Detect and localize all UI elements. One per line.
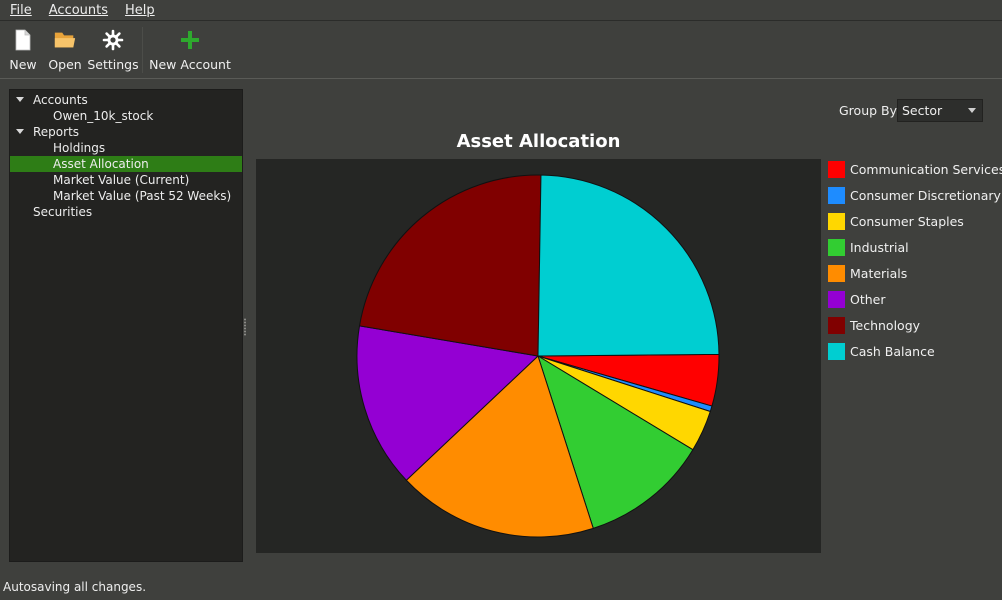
menu-file[interactable]: File: [10, 2, 32, 18]
tree-item-holdings[interactable]: Holdings: [53, 141, 106, 155]
settings-button[interactable]: Settings: [87, 22, 139, 79]
group-by-select[interactable]: Sector: [897, 99, 983, 122]
tree-item-market-value-current[interactable]: Market Value (Current): [53, 173, 190, 187]
group-by-label: Group By:: [839, 103, 901, 118]
legend-item: Technology: [828, 317, 998, 335]
legend-item: Materials: [828, 265, 998, 283]
pie-chart: [356, 174, 720, 538]
legend-item: Cash Balance: [828, 343, 998, 361]
legend-swatch: [828, 187, 845, 204]
menu-help[interactable]: Help: [125, 2, 155, 18]
gear-icon: [101, 28, 125, 52]
tree-item-reports[interactable]: Reports: [10, 124, 242, 140]
open-button[interactable]: Open: [48, 22, 82, 79]
chart-title: Asset Allocation: [456, 131, 621, 152]
legend-swatch: [828, 291, 845, 308]
new-account-button[interactable]: New Account: [149, 22, 231, 79]
tree-item-asset-allocation[interactable]: Asset Allocation: [10, 156, 242, 172]
pie-slice-other: [356, 325, 540, 481]
legend-label: Materials: [850, 266, 908, 281]
legend-item: Industrial: [828, 239, 998, 257]
toolbar: New Open Settings: [0, 22, 1002, 79]
legend-item: Consumer Discretionary: [828, 187, 1001, 205]
pie-slice-industrial: [537, 354, 694, 529]
legend-swatch: [828, 161, 845, 178]
legend-swatch: [828, 213, 845, 230]
status-bar-text: Autosaving all changes.: [3, 580, 147, 594]
tree-item-account[interactable]: Owen_10k_stock: [53, 109, 154, 123]
legend-item: Communication Services: [828, 161, 1002, 179]
toolbar-separator: [142, 27, 143, 73]
legend-label: Technology: [850, 318, 921, 333]
menu-accounts[interactable]: Accounts: [48, 2, 109, 18]
legend-label: Cash Balance: [850, 344, 935, 359]
menubar: File Accounts Help: [0, 0, 1002, 21]
tree-item-securities[interactable]: Securities: [33, 205, 93, 219]
expand-arrow-icon[interactable]: [16, 97, 24, 102]
pie-slice-cash-balance: [537, 174, 720, 357]
legend-label: Other: [850, 292, 886, 307]
new-file-icon: [11, 28, 35, 52]
panel-splitter-handle[interactable]: [244, 318, 246, 336]
legend-label: Consumer Discretionary: [850, 188, 1001, 203]
chart-area: [256, 159, 821, 553]
expand-arrow-icon[interactable]: [16, 129, 24, 134]
legend-item: Consumer Staples: [828, 213, 998, 231]
plus-icon: [178, 28, 202, 52]
legend-label: Industrial: [850, 240, 909, 255]
folder-icon: [53, 28, 77, 52]
dropdown-caret-icon: [968, 108, 976, 113]
navigation-tree: Accounts Owen_10k_stock Reports Holdings…: [9, 89, 243, 562]
legend-label: Communication Services: [850, 162, 1002, 177]
legend-swatch: [828, 265, 845, 282]
legend-swatch: [828, 239, 845, 256]
tree-item-accounts[interactable]: Accounts: [10, 92, 242, 108]
new-button[interactable]: New: [8, 22, 38, 79]
legend-swatch: [828, 317, 845, 334]
pie-slice-technology: [358, 174, 542, 357]
tree-item-market-value-52[interactable]: Market Value (Past 52 Weeks): [53, 189, 232, 203]
legend-swatch: [828, 343, 845, 360]
legend-label: Consumer Staples: [850, 214, 964, 229]
legend-item: Other: [828, 291, 998, 309]
pie-slice-materials: [405, 355, 594, 538]
